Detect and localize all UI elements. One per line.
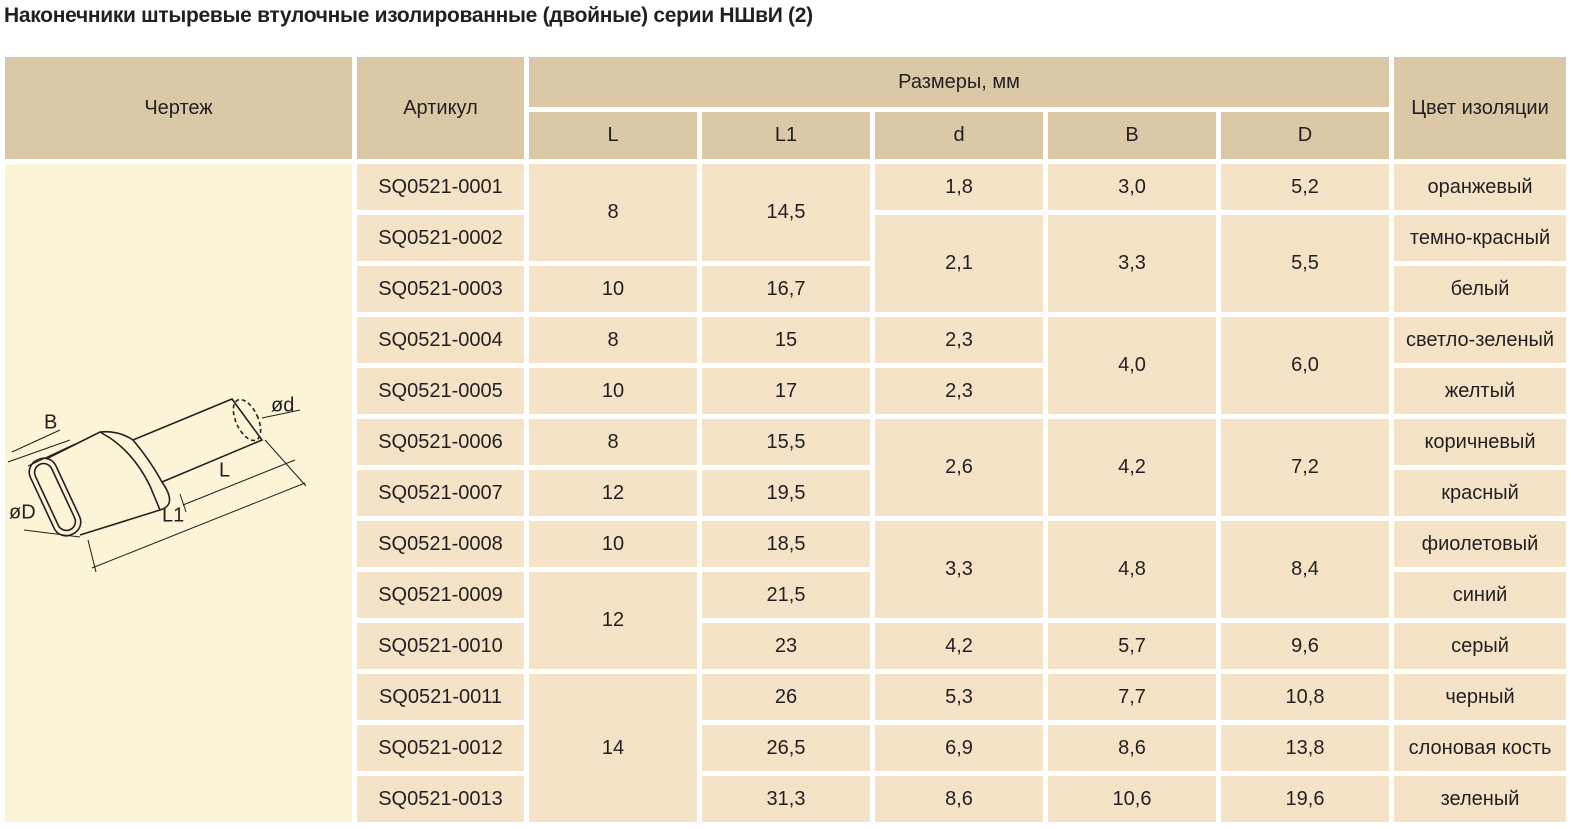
cell: 21,5 bbox=[702, 572, 870, 618]
cell: зеленый bbox=[1394, 776, 1567, 822]
cell: 5,7 bbox=[1048, 623, 1216, 669]
cell: 5,2 bbox=[1221, 164, 1390, 210]
cell: 10,8 bbox=[1221, 674, 1390, 720]
cell: 3,3 bbox=[875, 521, 1043, 618]
cell: 15 bbox=[702, 317, 870, 363]
cell: SQ0521-0012 bbox=[357, 725, 524, 771]
cell: 10 bbox=[529, 368, 697, 414]
cell: 19,5 bbox=[702, 470, 870, 516]
cell: 31,3 bbox=[702, 776, 870, 822]
cell: черный bbox=[1394, 674, 1567, 720]
cell: 10,6 bbox=[1048, 776, 1216, 822]
cell: 8 bbox=[529, 419, 697, 465]
cell: 4,2 bbox=[1048, 419, 1216, 516]
cell: 8 bbox=[529, 317, 697, 363]
cell: 7,2 bbox=[1221, 419, 1390, 516]
cell: 4,8 bbox=[1048, 521, 1216, 618]
cell: 14 bbox=[529, 674, 697, 822]
title: Наконечники штыревые втулочные изолирова… bbox=[4, 4, 813, 27]
cell: SQ0521-0013 bbox=[357, 776, 524, 822]
cell: 12 bbox=[529, 572, 697, 669]
cell: 16,7 bbox=[702, 266, 870, 312]
cell: 8,6 bbox=[875, 776, 1043, 822]
cell: 5,5 bbox=[1221, 215, 1390, 312]
cell: SQ0521-0002 bbox=[357, 215, 524, 261]
cell: фиолетовый bbox=[1394, 521, 1567, 567]
cell: SQ0521-0001 bbox=[357, 164, 524, 210]
cell: красный bbox=[1394, 470, 1567, 516]
cell: 3,3 bbox=[1048, 215, 1216, 312]
cell: 14,5 bbox=[702, 164, 870, 261]
cell: 1,8 bbox=[875, 164, 1043, 210]
cell: SQ0521-0004 bbox=[357, 317, 524, 363]
header-cell: L bbox=[529, 112, 697, 159]
cell: SQ0521-0010 bbox=[357, 623, 524, 669]
cell: 5,3 bbox=[875, 674, 1043, 720]
cell: серый bbox=[1394, 623, 1567, 669]
cell: 10 bbox=[529, 266, 697, 312]
cell: 2,3 bbox=[875, 368, 1043, 414]
header-cell: Размеры, мм bbox=[529, 57, 1390, 107]
table: Чертеж Артикул Размеры, мм Цвет изоляции… bbox=[0, 52, 1571, 827]
cell: 6,0 bbox=[1221, 317, 1390, 414]
cell: 15,5 bbox=[702, 419, 870, 465]
cell: SQ0521-0009 bbox=[357, 572, 524, 618]
header-cell: L1 bbox=[702, 112, 870, 159]
cell: 7,7 bbox=[1048, 674, 1216, 720]
cell: 23 bbox=[702, 623, 870, 669]
header-cell: d bbox=[875, 112, 1043, 159]
cell: белый bbox=[1394, 266, 1567, 312]
header-cell: Артикул bbox=[357, 57, 524, 159]
cell: оранжевый bbox=[1394, 164, 1567, 210]
cell: 3,0 bbox=[1048, 164, 1216, 210]
cell: 4,0 bbox=[1048, 317, 1216, 414]
cell: 13,8 bbox=[1221, 725, 1390, 771]
cell: 6,9 bbox=[875, 725, 1043, 771]
cell: темно-красный bbox=[1394, 215, 1567, 261]
cell: светло-зеленый bbox=[1394, 317, 1567, 363]
cell: SQ0521-0006 bbox=[357, 419, 524, 465]
cell: 2,6 bbox=[875, 419, 1043, 516]
cell: 18,5 bbox=[702, 521, 870, 567]
cell: SQ0521-0003 bbox=[357, 266, 524, 312]
header-cell: Чертеж bbox=[5, 57, 352, 159]
cell: коричневый bbox=[1394, 419, 1567, 465]
cell: SQ0521-0011 bbox=[357, 674, 524, 720]
cell: синий bbox=[1394, 572, 1567, 618]
cell: 8,4 bbox=[1221, 521, 1390, 618]
header-cell: B bbox=[1048, 112, 1216, 159]
cell: слоновая кость bbox=[1394, 725, 1567, 771]
header-cell: Цвет изоляции bbox=[1394, 57, 1567, 159]
cell: 10 bbox=[529, 521, 697, 567]
drawing-cell bbox=[5, 164, 352, 822]
cell: 4,2 bbox=[875, 623, 1043, 669]
cell: SQ0521-0008 bbox=[357, 521, 524, 567]
cell: желтый bbox=[1394, 368, 1567, 414]
cell: SQ0521-0007 bbox=[357, 470, 524, 516]
cell: SQ0521-0005 bbox=[357, 368, 524, 414]
cell: 9,6 bbox=[1221, 623, 1390, 669]
cell: 17 bbox=[702, 368, 870, 414]
cell: 19,6 bbox=[1221, 776, 1390, 822]
cell: 8 bbox=[529, 164, 697, 261]
cell: 2,3 bbox=[875, 317, 1043, 363]
cell: 2,1 bbox=[875, 215, 1043, 312]
cell: 12 bbox=[529, 470, 697, 516]
cell: 8,6 bbox=[1048, 725, 1216, 771]
header-cell: D bbox=[1221, 112, 1390, 159]
cell: 26 bbox=[702, 674, 870, 720]
cell: 26,5 bbox=[702, 725, 870, 771]
